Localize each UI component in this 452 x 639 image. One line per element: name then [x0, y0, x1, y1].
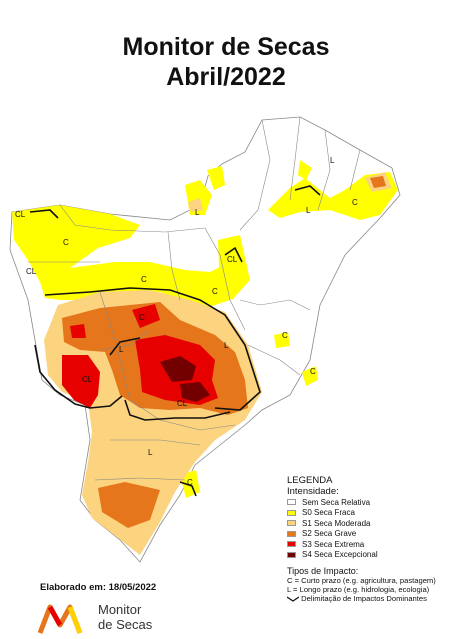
- impact-line-main: [44, 287, 261, 411]
- impact-labels: CL C CL C L L L C CL C L L C C CL CL L C…: [15, 156, 358, 487]
- legend-item: S4 Seca Excepcional: [287, 550, 447, 561]
- s1-ne-small: [188, 198, 203, 212]
- s2-ne-spot: [370, 176, 386, 188]
- legend-label: S0 Seca Fraca: [302, 508, 355, 518]
- legend-label: S1 Seca Moderada: [302, 518, 371, 528]
- state-borders: [28, 116, 361, 481]
- legend-swatch: [287, 551, 296, 558]
- legend-title: LEGENDA: [287, 475, 333, 486]
- s0-northeast: [268, 172, 398, 220]
- impact-l-description: L = Longo prazo (e.g. hidrologia, ecolog…: [287, 585, 430, 594]
- map-label-l-1: L: [195, 208, 200, 217]
- s2-southwest: [98, 482, 160, 528]
- legend-swatch: [287, 530, 296, 537]
- legend-item: S3 Seca Extrema: [287, 539, 447, 550]
- s4-center: [160, 356, 196, 382]
- map-label-c-4: C: [212, 287, 218, 296]
- map-label-cl-5: CL: [177, 399, 188, 408]
- legend-label: S3 Seca Extrema: [302, 539, 365, 549]
- s3-north: [132, 304, 160, 328]
- legend-swatch: [287, 541, 296, 548]
- impact-line-central: [109, 337, 141, 356]
- legend-label: Sem Seca Relativa: [302, 497, 371, 507]
- impact-line-icon: [287, 596, 299, 602]
- map-label-l-2: L: [330, 156, 335, 165]
- s3-west-small: [70, 324, 86, 338]
- legend-label: S4 Seca Excepcional: [302, 550, 378, 560]
- impact-line-south: [179, 481, 197, 497]
- legend-label: S2 Seca Grave: [302, 529, 357, 539]
- map-title-line2: Abril/2022: [166, 63, 286, 91]
- impact-line-cx: [224, 246, 243, 263]
- map-label-c-1: C: [63, 238, 69, 247]
- map-label-c-8: C: [139, 313, 145, 322]
- impact-c-description: C = Curto prazo (e.g. agricultura, pasta…: [287, 576, 436, 585]
- legend-swatch: [287, 499, 296, 506]
- legend-item: S0 Seca Fraca: [287, 508, 447, 519]
- impact-line-inner: [124, 399, 231, 421]
- s0-ne-top: [298, 160, 312, 180]
- logo-line1: Monitor: [98, 602, 142, 617]
- logo-text: Monitor de Secas: [98, 602, 152, 632]
- s4-areas: [160, 356, 210, 402]
- legend-item: S1 Seca Moderada: [287, 518, 447, 529]
- map-label-cl-3: CL: [227, 255, 238, 264]
- s0-northwest: [12, 205, 140, 290]
- map-legend: LEGENDA Intensidade: Sem Seca Relativa S…: [287, 475, 447, 603]
- s4-south: [180, 382, 210, 402]
- legend-swatch: [287, 520, 296, 527]
- map-label-cl-2: CL: [26, 267, 37, 276]
- map-label-l-6: L: [148, 448, 153, 457]
- impact-line-ne: [294, 185, 321, 196]
- legend-item: Sem Seca Relativa: [287, 497, 447, 508]
- impact-line-north: [29, 209, 59, 219]
- map-label-c-5: C: [282, 331, 288, 340]
- legend-swatch: [287, 509, 296, 516]
- map-label-c-6: C: [310, 367, 316, 376]
- legend-item: S2 Seca Grave: [287, 529, 447, 540]
- map-label-c-3: C: [352, 198, 358, 207]
- map-label-cl-1: CL: [15, 210, 26, 219]
- elaborated-date: Elaborado em: 18/05/2022: [40, 582, 157, 593]
- s0-top-strip: [207, 166, 225, 190]
- legend-subtitle: Intensidade:: [287, 486, 339, 497]
- map-title-line1: Monitor de Secas: [122, 33, 330, 61]
- map-label-cl-4: CL: [82, 375, 93, 384]
- impact-line-west: [34, 344, 123, 409]
- map-label-c-2: C: [141, 275, 147, 284]
- s0-east-coast: [302, 366, 318, 386]
- s3-west: [62, 355, 100, 408]
- map-label-l-5: L: [224, 341, 229, 350]
- impact-line-description: Delimitação de Impactos Dominantes: [287, 594, 447, 603]
- s0-areas: [12, 160, 398, 498]
- impact-line-label: Delimitação de Impactos Dominantes: [301, 594, 427, 603]
- map-label-c-7: C: [187, 478, 193, 487]
- impact-lines: [29, 185, 321, 497]
- map-label-l-4: L: [119, 345, 124, 354]
- logo-line2: de Secas: [98, 617, 153, 632]
- impact-types-title: Tipos de Impacto:: [287, 566, 359, 576]
- map-label-l-3: L: [306, 206, 311, 215]
- s0-east-dot: [274, 332, 290, 348]
- monitor-logo-icon: [37, 604, 83, 634]
- s0-central-strip: [218, 235, 250, 300]
